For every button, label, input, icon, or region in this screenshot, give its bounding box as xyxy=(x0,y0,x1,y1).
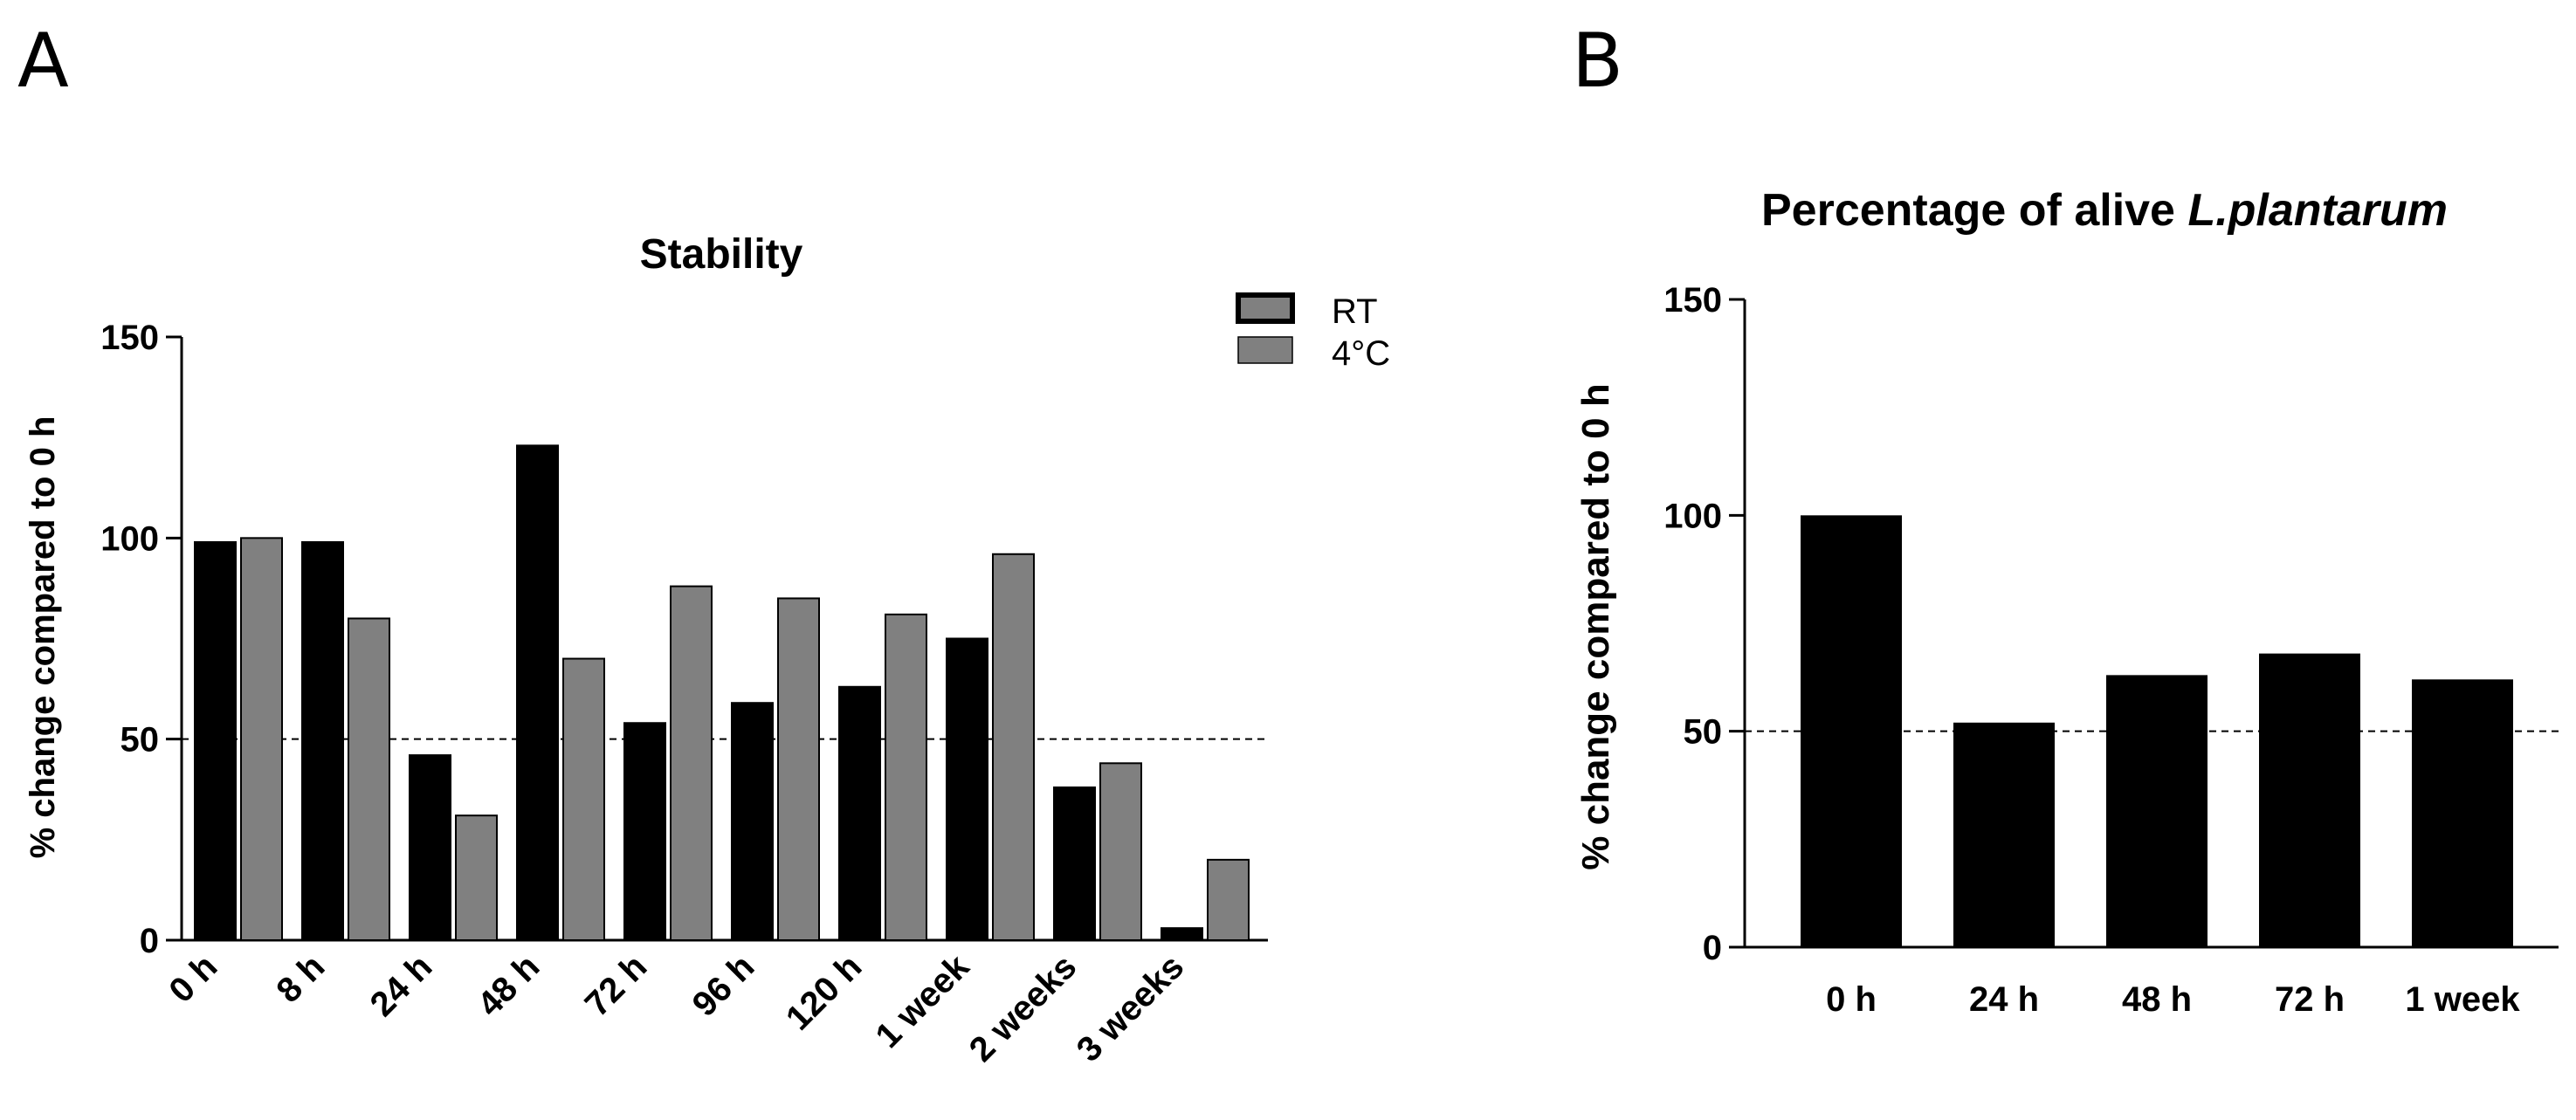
chart-a-x-tick-label: 3 weeks xyxy=(1070,947,1192,1069)
chart-b-title: Percentage of alive L.plantarum xyxy=(1761,185,2448,236)
chart-b-y-axis-label: % change compared to 0 h xyxy=(1574,383,1617,869)
chart-a-bar-4c xyxy=(1207,858,1250,941)
chart-a-bar-4c xyxy=(562,657,605,941)
chart-a-x-tick-label: 0 h xyxy=(162,947,224,1010)
chart-a-bar-rt xyxy=(409,754,451,941)
chart-b-bar xyxy=(2412,679,2513,947)
chart-a-legend: RT4°C xyxy=(1236,292,1390,373)
chart-a-bar-rt xyxy=(194,540,237,941)
chart-a-bar-4c xyxy=(455,814,498,942)
chart-a-y-tick-label: 50 xyxy=(121,721,160,759)
chart-b-x-tick-label: 48 h xyxy=(2122,980,2192,1019)
chart-b-bar xyxy=(1801,515,1902,947)
chart-a-legend-swatch-4c xyxy=(1237,336,1293,364)
chart-a-bar-rt xyxy=(1161,927,1203,942)
chart-a-bar-rt xyxy=(946,637,988,941)
chart-a-bar-4c xyxy=(240,537,283,941)
chart-b-bar xyxy=(1953,722,2055,947)
panel-label-a: A xyxy=(17,17,69,105)
chart-b-x-tick-label: 0 h xyxy=(1826,980,1877,1019)
chart-a-bars xyxy=(194,444,1250,942)
chart-b-x-tick-label: 72 h xyxy=(2275,980,2345,1019)
chart-a-legend-swatch-rt xyxy=(1236,292,1295,324)
chart-a-y-tick-label: 0 xyxy=(140,922,159,960)
chart-a-x-tick-label: 24 h xyxy=(363,947,440,1024)
chart-b-x-tick-label: 1 week xyxy=(2405,980,2520,1019)
chart-a-bar-4c xyxy=(348,617,390,941)
chart-a-bar-rt xyxy=(1053,786,1096,941)
chart-b-y-tick-label: 0 xyxy=(1703,929,1722,967)
chart-b-title-prefix: Percentage of alive xyxy=(1761,185,2187,236)
chart-a-bar-4c xyxy=(670,585,713,941)
chart-b-x-tick-label: 24 h xyxy=(1969,980,2039,1019)
chart-a-bar-4c xyxy=(1099,762,1142,941)
chart-a-bar-4c xyxy=(777,597,820,942)
chart-a-legend-label: RT xyxy=(1332,292,1378,331)
chart-a-x-tick-label: 1 week xyxy=(868,947,976,1055)
chart-a-x-tick-label: 72 h xyxy=(578,947,655,1024)
chart-a-y-tick-label: 100 xyxy=(100,519,159,558)
chart-b-bar xyxy=(2106,675,2208,947)
chart-a-bar-rt xyxy=(516,444,559,941)
chart-b-y-tick-label: 150 xyxy=(1663,281,1722,320)
panel-label-b: B xyxy=(1572,17,1623,105)
chart-a-x-tick-label: 96 h xyxy=(685,947,762,1024)
chart-b-bar xyxy=(2259,653,2360,947)
chart-a-bar-rt xyxy=(301,540,344,941)
chart-a-y-tick-label: 150 xyxy=(100,319,159,357)
chart-a-bar-4c xyxy=(885,613,927,941)
chart-b-title-species: L.plantarum xyxy=(2187,185,2448,236)
chart-a-y-axis-label: % change compared to 0 h xyxy=(24,416,62,859)
chart-a-x-tick-label: 120 h xyxy=(779,947,869,1037)
chart-a-x-tick-label: 48 h xyxy=(471,947,548,1024)
chart-a-bar-rt xyxy=(623,722,666,941)
chart-a-bar-rt xyxy=(731,702,774,941)
chart-a-legend-label: 4°C xyxy=(1332,334,1390,373)
chart-a-title: Stability xyxy=(640,231,803,278)
chart-a-x-tick-label: 2 weeks xyxy=(962,947,1085,1069)
chart-a-bar-4c xyxy=(992,553,1035,941)
chart-b-y-tick-label: 100 xyxy=(1663,497,1722,535)
chart-b-y-tick-label: 50 xyxy=(1684,713,1723,752)
chart-a-x-tick-label: 8 h xyxy=(269,947,332,1010)
chart-a-bar-rt xyxy=(838,685,881,942)
chart-b-bars xyxy=(1801,515,2513,947)
